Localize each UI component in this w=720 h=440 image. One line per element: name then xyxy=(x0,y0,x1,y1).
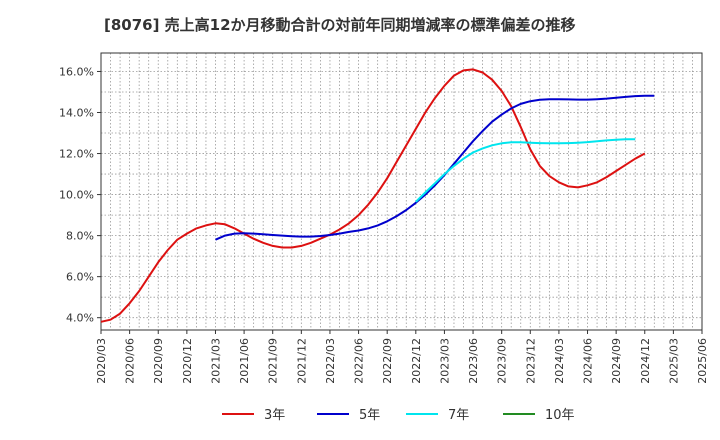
series-line-3年 xyxy=(100,68,646,323)
x-tick-label: 2020/12 xyxy=(181,338,194,384)
series-line-7年 xyxy=(415,138,636,203)
x-tick-label: 2021/09 xyxy=(267,338,280,384)
x-tick-label: 2023/09 xyxy=(496,338,509,384)
x-tick-label: 2022/09 xyxy=(381,338,394,384)
x-tick-label: 2025/03 xyxy=(667,338,680,384)
grid xyxy=(101,53,702,330)
y-tick-label: 6.0% xyxy=(66,271,94,284)
legend-label: 10年 xyxy=(545,408,575,423)
x-tick-label: 2025/06 xyxy=(696,338,709,384)
y-tick-label: 4.0% xyxy=(66,312,94,325)
plot-frame xyxy=(100,52,703,331)
x-tick-label: 2024/09 xyxy=(610,338,623,384)
x-tick-label: 2021/12 xyxy=(295,338,308,384)
x-tick-label: 2024/06 xyxy=(582,338,595,384)
x-tick-label: 2023/06 xyxy=(467,338,480,384)
y-tick-label: 12.0% xyxy=(59,148,94,161)
y-tick-label: 14.0% xyxy=(59,107,94,120)
x-tick-label: 2020/03 xyxy=(95,338,108,384)
x-tick-label: 2023/03 xyxy=(438,338,451,384)
x-tick-label: 2022/03 xyxy=(324,338,337,384)
chart-title: [8076] 売上高12か月移動合計の対前年同期増減率の標準偏差の推移 xyxy=(104,16,576,34)
y-tick-label: 16.0% xyxy=(59,65,94,78)
x-tick-label: 2024/03 xyxy=(553,338,566,384)
series-line-5年 xyxy=(215,94,655,241)
x-tick-label: 2022/12 xyxy=(410,338,423,384)
x-tick-label: 2020/06 xyxy=(124,338,137,384)
x-tick-label: 2024/12 xyxy=(639,338,652,384)
legend-label: 5年 xyxy=(359,408,380,423)
series-lines xyxy=(100,68,655,323)
x-tick-label: 2020/09 xyxy=(152,338,165,384)
x-axis: 2020/03 2020/06 2020/09 2020/12 2021/03 2021/… xyxy=(95,330,709,384)
x-tick-label: 2023/12 xyxy=(524,338,537,384)
x-tick-label: 2022/06 xyxy=(353,338,366,384)
x-tick-label: 2021/03 xyxy=(209,338,222,384)
x-tick-label: 2021/06 xyxy=(238,338,251,384)
legend-label: 3年 xyxy=(264,408,285,423)
legend: 3年 5年 7年 10年 xyxy=(222,408,575,423)
y-tick-label: 8.0% xyxy=(66,230,94,243)
legend-label: 7年 xyxy=(448,408,469,423)
y-tick-label: 10.0% xyxy=(59,189,94,202)
y-axis: 4.0% 6.0% 8.0% 10.0% 12.0% 14.0% 16.0% xyxy=(59,65,101,325)
